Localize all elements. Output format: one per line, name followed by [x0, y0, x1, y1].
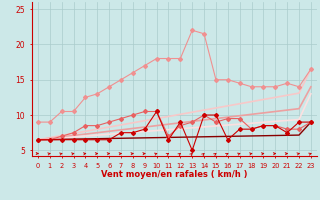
X-axis label: Vent moyen/en rafales ( km/h ): Vent moyen/en rafales ( km/h ): [101, 170, 248, 179]
